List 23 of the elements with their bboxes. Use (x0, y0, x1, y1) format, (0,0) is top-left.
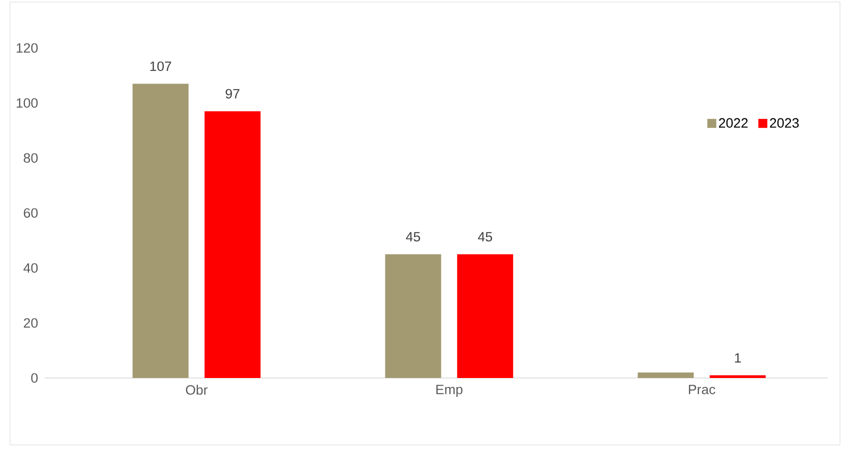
y-tick-label: 40 (23, 263, 38, 273)
data-label: 45 (406, 232, 420, 242)
y-tick-label: 20 (24, 318, 38, 328)
x-tick-label: Emp (436, 384, 462, 397)
bar (132, 84, 189, 378)
y-tick-label: 80 (24, 153, 38, 163)
bar (385, 254, 442, 378)
data-label: 1 (735, 353, 741, 363)
legend-label: 2022 (718, 118, 748, 128)
y-tick-label: 0 (31, 373, 38, 383)
x-tick-label: Obr (186, 384, 208, 395)
bar (204, 111, 261, 378)
bar (457, 254, 514, 378)
data-label: 97 (226, 88, 240, 99)
bar (710, 375, 766, 378)
bar (638, 372, 694, 378)
data-label: 107 (150, 61, 172, 72)
y-tick-label: 60 (24, 208, 38, 218)
legend-label: 2023 (770, 118, 799, 128)
y-tick-label: 120 (16, 43, 38, 53)
y-tick-label: 100 (16, 98, 38, 108)
x-tick-label: Prac (688, 384, 716, 394)
data-label: 45 (478, 232, 492, 242)
